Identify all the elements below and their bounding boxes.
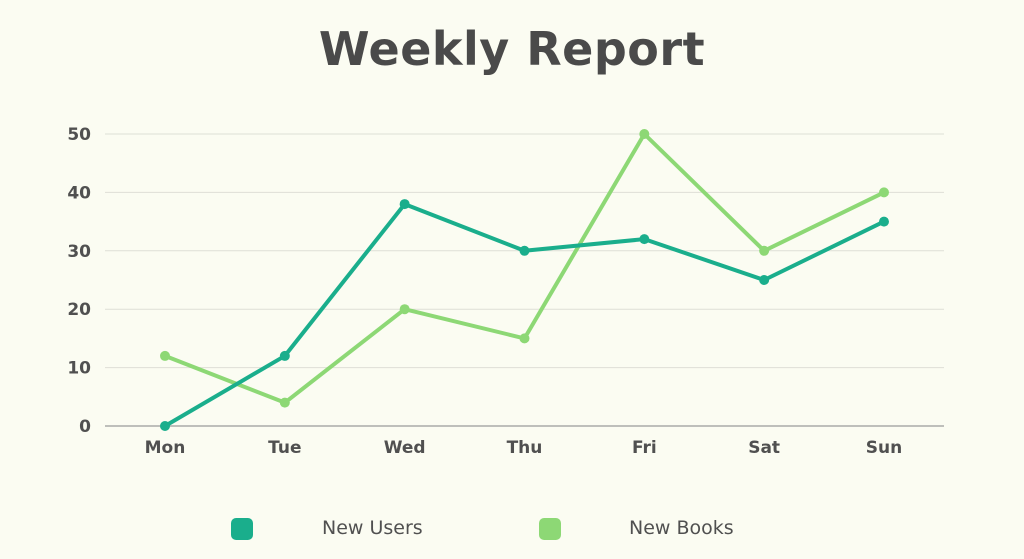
y-tick-label: 50 [67, 125, 91, 145]
y-tick-labels: 0 10 20 30 40 50 [67, 125, 91, 437]
y-tick-label: 40 [67, 183, 91, 203]
y-tick-label: 0 [79, 417, 91, 437]
data-point-new-users [519, 245, 530, 256]
legend-swatch-new-books [539, 518, 561, 540]
data-point-new-books [759, 245, 770, 256]
data-point-new-users [279, 350, 290, 361]
data-point-new-books [279, 397, 290, 408]
series-lines [163, 132, 886, 428]
x-tick-label: Sun [866, 438, 902, 458]
data-point-new-books [399, 304, 410, 315]
x-tick-label: Mon [145, 438, 186, 458]
legend-label-new-users: New Users [322, 517, 423, 539]
data-point-new-users [639, 234, 650, 245]
legend-swatch-new-users [231, 518, 253, 540]
data-point-new-users [160, 421, 170, 431]
series-line-new-users [163, 202, 886, 428]
data-point-new-books [519, 333, 530, 344]
x-tick-labels: Mon Tue Wed Thu Fri Sat Sun [145, 438, 903, 458]
chart-title: Weekly Report [318, 22, 706, 76]
legend-label-new-books: New Books [629, 517, 734, 539]
data-point-new-books [878, 187, 889, 198]
data-point-new-users [878, 216, 889, 227]
data-point-new-books [639, 129, 650, 139]
data-point-new-users [399, 199, 410, 210]
y-tick-label: 10 [67, 359, 91, 379]
x-tick-label: Fri [632, 438, 657, 458]
series-points [160, 129, 889, 431]
x-tick-label: Thu [507, 438, 543, 458]
x-tick-label: Tue [268, 438, 301, 458]
data-point-new-users [759, 275, 770, 285]
x-tick-label: Wed [384, 438, 426, 458]
x-tick-label: Sat [748, 438, 780, 458]
y-tick-label: 30 [67, 242, 91, 262]
data-point-new-books [160, 350, 170, 361]
y-tick-label: 20 [67, 300, 91, 320]
